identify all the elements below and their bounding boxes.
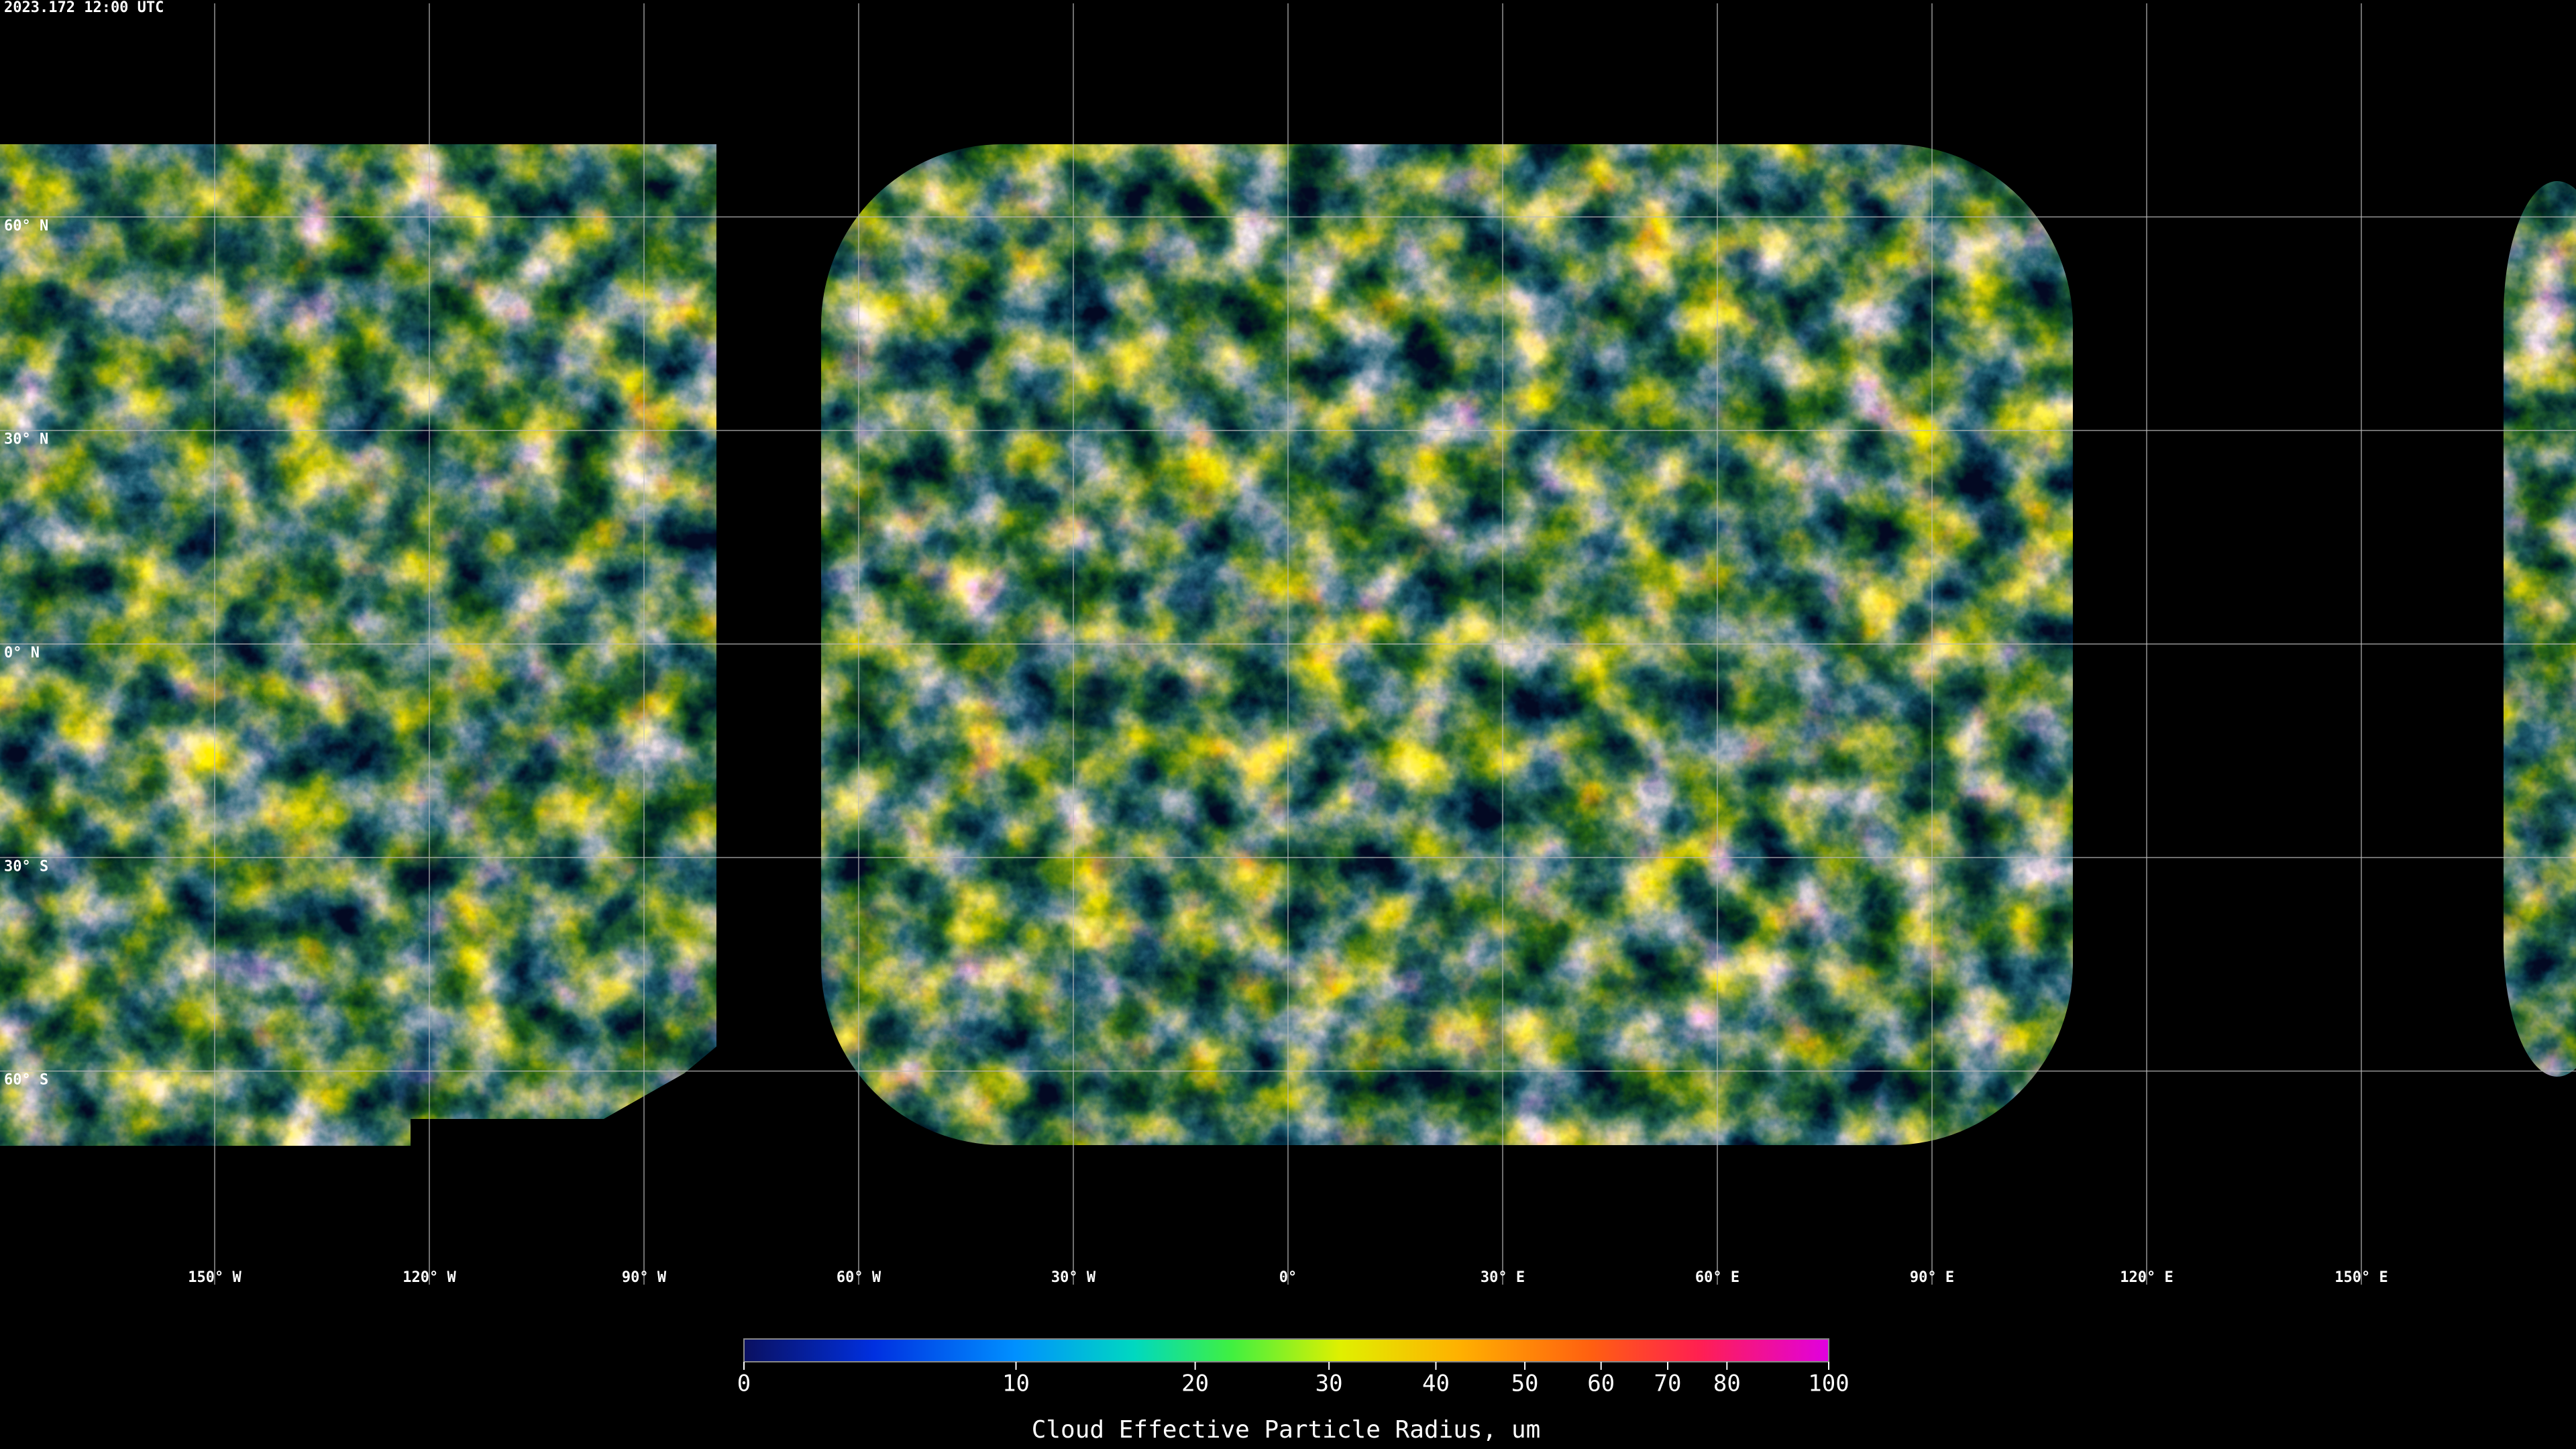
lon-label: 150° E — [2334, 1269, 2387, 1286]
colorbar — [743, 1338, 1829, 1362]
lon-label: 60° E — [1695, 1269, 1739, 1286]
graticule — [0, 3, 2576, 1285]
lat-label: 30° S — [4, 858, 48, 875]
timestamp: 2023.172 12:00 UTC — [4, 0, 164, 16]
colorbar-tick-label: 60 — [1587, 1371, 1615, 1397]
lat-label: 60° S — [4, 1072, 48, 1089]
colorbar-tick-label: 0 — [737, 1371, 751, 1397]
lon-label: 120° W — [402, 1269, 456, 1286]
lon-label: 90° W — [622, 1269, 667, 1286]
colorbar-tick-label: 50 — [1511, 1371, 1539, 1397]
lon-label: 0° — [1279, 1269, 1297, 1286]
colorbar-tick-label: 70 — [1654, 1371, 1682, 1397]
colorbar-tick-label: 40 — [1422, 1371, 1450, 1397]
lat-label: 0° N — [4, 645, 40, 661]
lon-label: 30° E — [1481, 1269, 1525, 1286]
lon-label: 90° E — [1910, 1269, 1954, 1286]
lon-label: 30° W — [1051, 1269, 1096, 1286]
colorbar-tick-label: 10 — [1002, 1371, 1030, 1397]
colorbar-tick-label: 20 — [1181, 1371, 1209, 1397]
lon-label: 120° E — [2120, 1269, 2173, 1286]
lon-label: 150° W — [188, 1269, 241, 1286]
colorbar-label: Cloud Effective Particle Radius, um — [1032, 1416, 1541, 1444]
colorbar-tick-label: 30 — [1316, 1371, 1343, 1397]
colorbar-tick-label: 80 — [1713, 1371, 1741, 1397]
lat-label: 30° N — [4, 431, 48, 448]
lat-label: 60° N — [4, 217, 48, 234]
lon-label: 60° W — [837, 1269, 881, 1286]
colorbar-tick-label: 100 — [1808, 1371, 1849, 1397]
